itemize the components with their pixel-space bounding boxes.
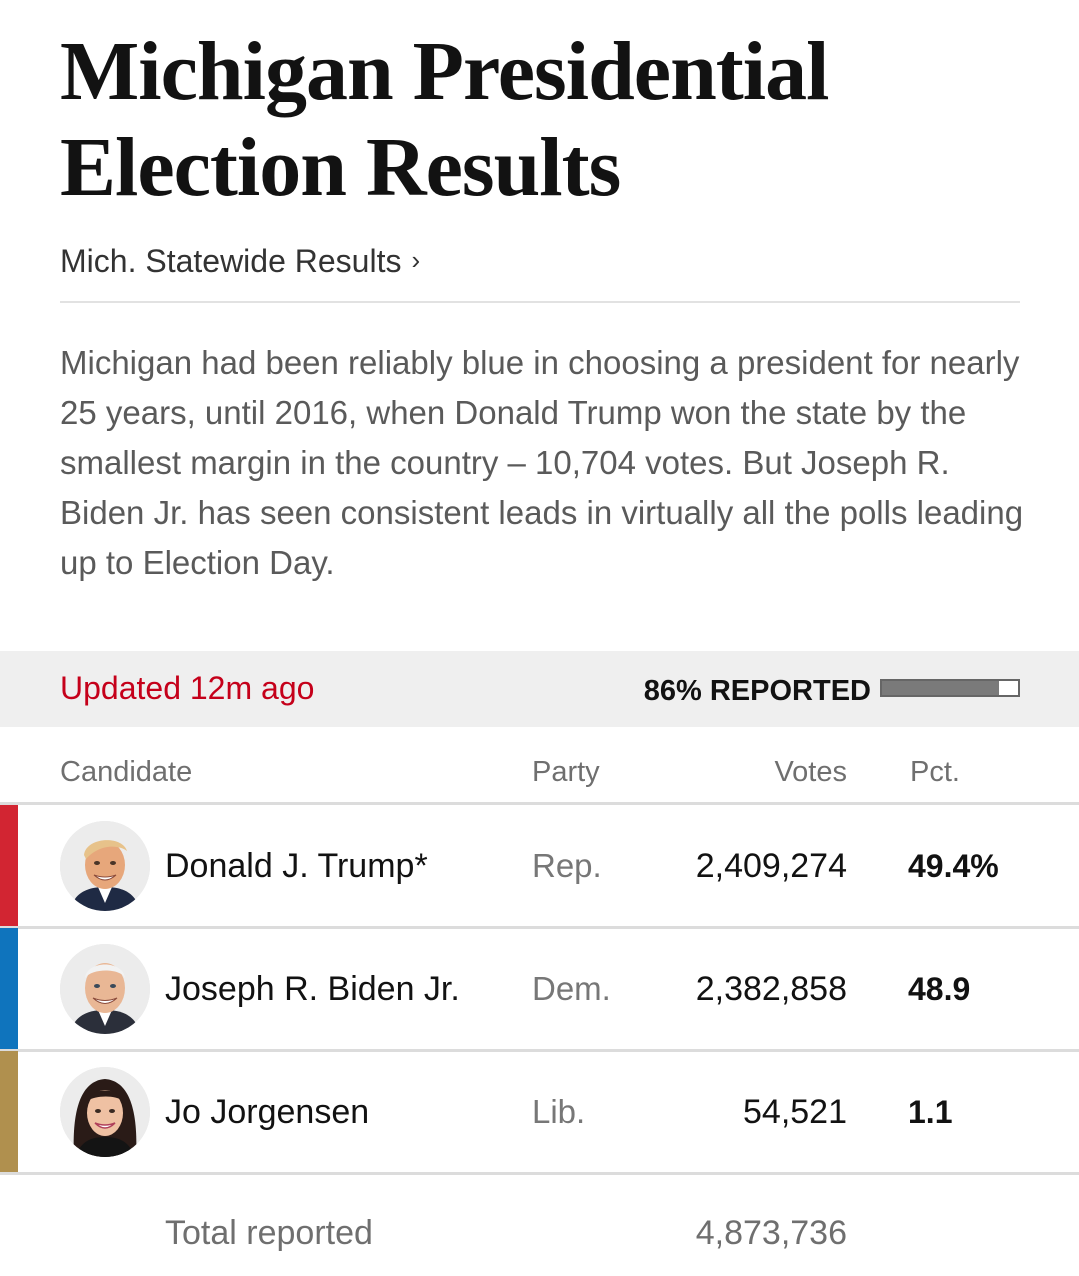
- row-divider: [0, 1049, 1079, 1052]
- page-title: Michigan Presidential Election Results: [60, 25, 829, 214]
- candidate-pct: 1.1: [908, 1094, 953, 1130]
- header-party: Party: [532, 756, 600, 788]
- party-color-stripe: [0, 805, 18, 926]
- candidate-votes: 54,521: [743, 1093, 847, 1131]
- total-reported-votes: 4,873,736: [695, 1214, 847, 1252]
- trump-avatar: [60, 821, 150, 911]
- row-divider: [0, 1172, 1079, 1175]
- candidate-party: Rep.: [532, 847, 602, 884]
- candidate-pct: 48.9: [908, 971, 971, 1007]
- party-color-stripe: [0, 928, 18, 1049]
- reporting-progress-bar: [880, 679, 1020, 697]
- candidate-name: Joseph R. Biden Jr.: [165, 970, 460, 1008]
- reported-label: 86% REPORTED: [643, 675, 871, 707]
- total-reported-label: Total reported: [165, 1214, 373, 1252]
- candidate-name: Donald J. Trump*: [165, 847, 428, 885]
- updated-timestamp: Updated 12m ago: [60, 670, 315, 706]
- reporting-progress-fill: [882, 681, 999, 695]
- jorgensen-avatar: [60, 1067, 150, 1157]
- candidate-votes: 2,382,858: [695, 970, 847, 1008]
- candidate-party: Lib.: [532, 1093, 586, 1130]
- header-candidate: Candidate: [60, 756, 193, 788]
- article-summary: Michigan had been reliably blue in choos…: [60, 344, 1024, 581]
- header-votes: Votes: [774, 756, 847, 788]
- table-row: Joseph R. Biden Jr. Dem. 2,382,858 48.9: [0, 928, 1079, 1052]
- candidate-votes: 2,409,274: [695, 847, 847, 885]
- chevron-right-icon: ›: [411, 245, 421, 275]
- header-divider: [0, 802, 1079, 805]
- table-row: Jo Jorgensen Lib. 54,521 1.1: [0, 1051, 1079, 1175]
- header-pct: Pct.: [910, 756, 960, 788]
- biden-avatar: [60, 944, 150, 1034]
- table-row: Donald J. Trump* Rep. 2,409,274 49.4%: [0, 805, 1079, 929]
- statewide-results-link[interactable]: Mich. Statewide Results ›: [60, 241, 420, 283]
- row-divider: [0, 926, 1079, 929]
- candidate-name: Jo Jorgensen: [165, 1093, 370, 1131]
- candidate-party: Dem.: [532, 970, 611, 1007]
- candidate-pct: 49.4%: [908, 848, 999, 884]
- divider: [60, 301, 1020, 303]
- party-color-stripe: [0, 1051, 18, 1172]
- statewide-results-label: Mich. Statewide Results: [60, 243, 402, 279]
